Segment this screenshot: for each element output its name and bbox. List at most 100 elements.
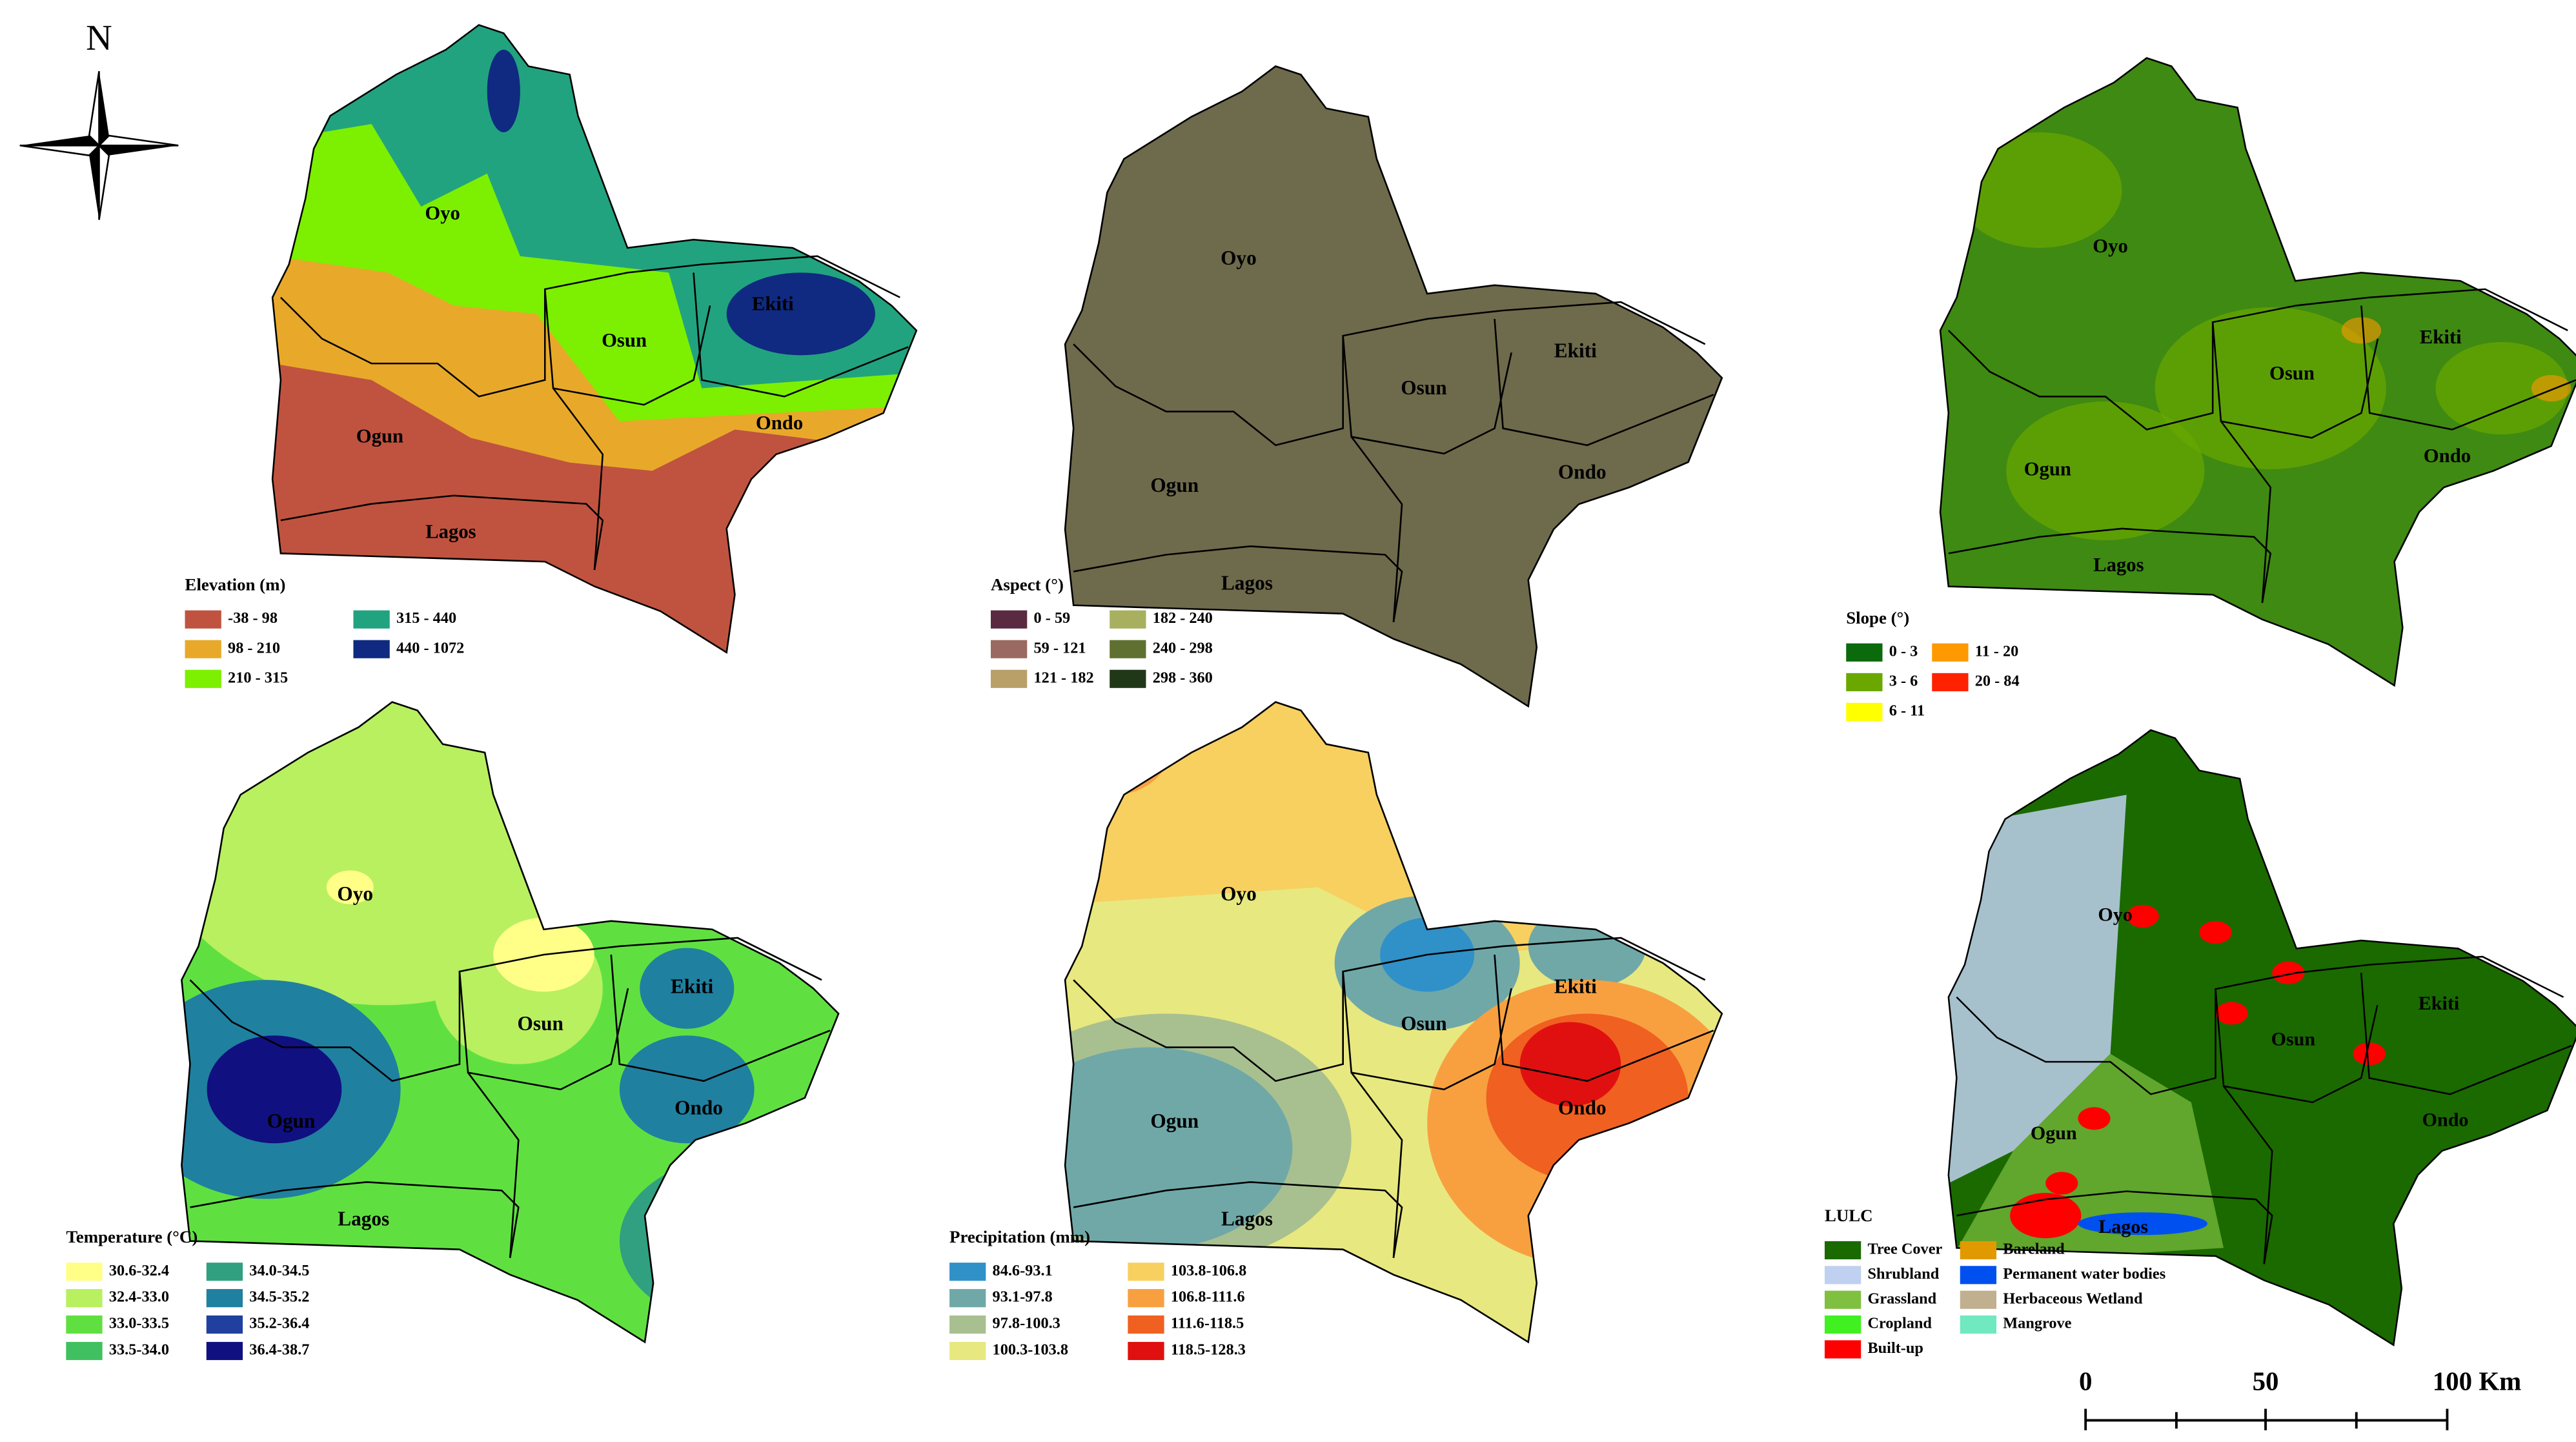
lulc-zone — [2126, 904, 2159, 928]
slope-zone — [2435, 341, 2568, 435]
scale-label: 0 — [2079, 1367, 2092, 1396]
temp-zone — [207, 1035, 342, 1144]
legend-swatch — [949, 1289, 986, 1308]
legend-swatch — [353, 610, 390, 629]
state-boundary — [1073, 301, 1706, 447]
legend-swatch — [1932, 643, 1969, 662]
state-boundary — [1342, 971, 1512, 1091]
temp-zone — [619, 1157, 839, 1326]
legend-label: Shrubland — [1867, 1265, 1939, 1283]
state-label: Ogun — [2024, 458, 2071, 480]
state-boundary — [1948, 527, 2272, 604]
legend-label: -38 - 98 — [228, 609, 278, 627]
state-boundary — [280, 494, 604, 571]
state-boundary — [1073, 937, 1706, 1082]
north-arrow — [19, 71, 179, 220]
legend-label: 11 - 20 — [1975, 642, 2019, 660]
legend-swatch — [1824, 1340, 1861, 1359]
state-boundary — [280, 255, 900, 398]
legend-label: 97.8-100.3 — [993, 1315, 1060, 1332]
scale-bar — [2084, 1408, 2449, 1430]
legend-label: 34.0-34.5 — [249, 1262, 309, 1279]
state-label: Osun — [602, 329, 647, 351]
state-label: Osun — [2271, 1028, 2316, 1050]
state-boundary — [458, 971, 629, 1091]
legend-title: Slope (°) — [1846, 608, 1909, 627]
state-boundary — [189, 937, 822, 1082]
legend-swatch — [1846, 673, 1883, 691]
legend-label: 182 - 240 — [1153, 609, 1213, 627]
legend-label: 298 - 360 — [1153, 669, 1213, 686]
legend-swatch — [66, 1263, 103, 1281]
legend-label: Herbaceous Wetland — [2003, 1290, 2143, 1307]
region-outline — [1939, 57, 2576, 687]
legend-label: 84.6-93.1 — [993, 1262, 1053, 1279]
legend-swatch — [949, 1341, 986, 1361]
legend-label: 103.8-106.8 — [1171, 1262, 1246, 1279]
legend-label: 121 - 182 — [1034, 669, 1094, 686]
elev-zone — [487, 50, 520, 132]
legend-label: Tree Cover — [1867, 1241, 1942, 1258]
lulc-zone — [2010, 1193, 2082, 1239]
state-boundary — [1073, 1181, 1403, 1258]
state-boundary — [1947, 288, 2568, 431]
slope-zone — [2341, 317, 2382, 344]
legend-label: 93.1-97.8 — [993, 1288, 1053, 1306]
legend-swatch — [1110, 640, 1146, 658]
legend-title: Precipitation (mm) — [949, 1227, 1090, 1246]
legend-swatch — [206, 1289, 243, 1308]
state-boundary — [1956, 1190, 2273, 1264]
legend-swatch — [206, 1263, 243, 1281]
legend-label: 33.0-33.5 — [109, 1315, 169, 1332]
legend-swatch — [1960, 1241, 1997, 1260]
lulc-zone — [2045, 1172, 2078, 1195]
slope-zone — [1956, 132, 2122, 249]
temp-zone — [640, 948, 735, 1029]
legend-title: Aspect (°) — [991, 575, 1064, 594]
state-label: Lagos — [1221, 572, 1273, 594]
state-label: Ogun — [356, 425, 403, 447]
legend-swatch — [66, 1341, 103, 1361]
legend-title: Elevation (m) — [185, 575, 286, 594]
state-label: Ekiti — [1554, 975, 1597, 997]
legend-swatch — [1128, 1263, 1164, 1281]
state-label: Ogun — [1150, 1110, 1199, 1132]
elev-zone — [726, 272, 875, 356]
legend-swatch — [66, 1289, 103, 1308]
legend-label: Built-up — [1867, 1339, 1923, 1357]
temp-zone — [326, 870, 374, 904]
scale-label: 100 Km — [2433, 1367, 2522, 1396]
legend-swatch — [1960, 1315, 1997, 1334]
precip-zone — [1519, 1022, 1621, 1106]
state-label: Ekiti — [1554, 339, 1597, 361]
legend-label: 33.5-34.0 — [109, 1341, 169, 1359]
region-outline — [1064, 65, 1723, 708]
state-label: Lagos — [338, 1207, 389, 1230]
legend-label: 30.6-32.4 — [109, 1262, 169, 1279]
state-boundary — [1494, 954, 1714, 1082]
state-label: Ondo — [756, 412, 803, 434]
state-label: Lagos — [425, 521, 476, 543]
lulc-zone — [2078, 1212, 2207, 1235]
slope-zone — [2531, 375, 2571, 401]
legend-label: Grassland — [1867, 1290, 1936, 1307]
legend-label: 3 - 6 — [1889, 672, 1918, 689]
state-label: Lagos — [1221, 1207, 1273, 1230]
region-outline — [1064, 701, 1723, 1344]
legend-label: 240 - 298 — [1153, 639, 1213, 656]
legend-label: 118.5-128.3 — [1171, 1341, 1246, 1359]
state-boundary — [1494, 318, 1714, 447]
state-label: Ekiti — [2419, 992, 2460, 1014]
legend-swatch — [185, 669, 221, 688]
state-boundary — [2360, 305, 2576, 431]
legend-label: Bareland — [2003, 1241, 2065, 1258]
temp-zone — [619, 1035, 755, 1144]
region-outline — [181, 701, 840, 1344]
legend-swatch — [991, 610, 1028, 629]
state-label: Ondo — [2424, 445, 2471, 467]
state-label: Ogun — [1150, 474, 1199, 496]
legend-swatch — [1960, 1266, 1997, 1285]
legend-swatch — [1128, 1315, 1164, 1334]
lulc-zone — [2199, 920, 2232, 944]
